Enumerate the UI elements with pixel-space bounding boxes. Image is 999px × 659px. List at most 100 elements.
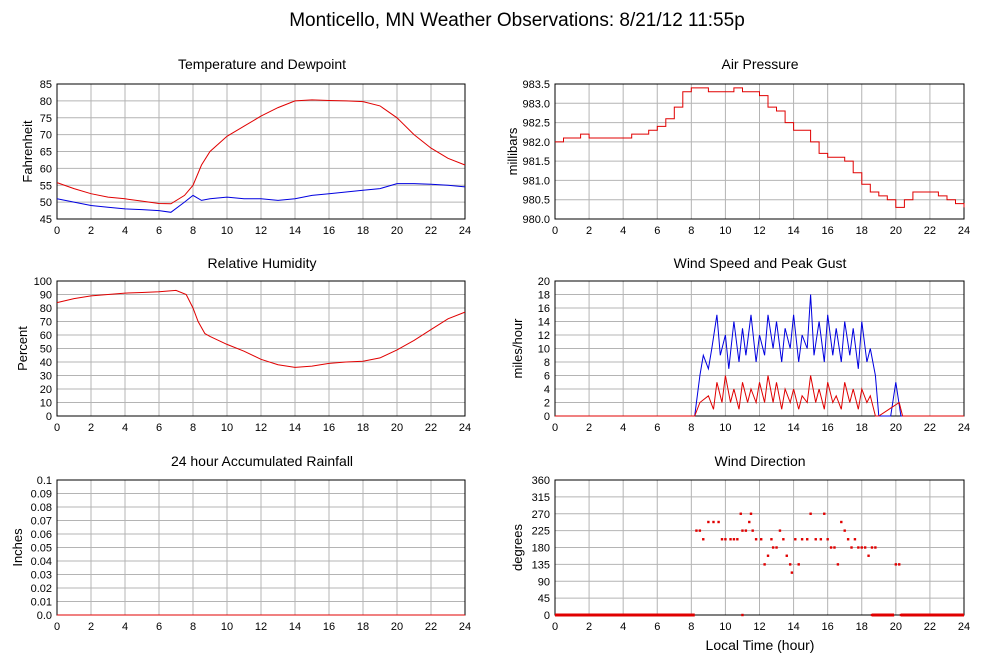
humidity-ytick: 20 [40,384,52,396]
humidity-xtick: 14 [289,422,301,434]
pressure-ytick: 981.0 [522,175,550,187]
pressure-ylabel: millibars [505,127,520,175]
wind-ytick: 0 [544,411,550,423]
winddir-point [898,563,901,566]
winddir-ytick: 0 [544,610,550,622]
humidity-xtick: 10 [221,422,233,434]
humidity-xtick: 0 [54,422,60,434]
winddir-point [778,529,782,532]
rain-xtick: 0 [54,621,60,633]
winddir-point [770,538,773,541]
rain-xtick: 22 [425,621,437,633]
rain-ytick: 0.07 [31,516,52,528]
humidity-frame [56,280,466,417]
wind-series-0 [555,294,964,417]
pressure-xtick: 22 [924,225,936,237]
pressure-xtick: 20 [890,225,902,237]
winddir-point [702,538,705,541]
temp-ytick: 60 [40,163,52,175]
humidity-title: Relative Humidity [208,255,317,271]
humidity-ytick: 40 [40,357,52,369]
winddir-title: Wind Direction [714,453,805,469]
wind-xtick: 6 [654,422,660,434]
winddir-xtick: 4 [620,621,626,633]
temp-ytick: 70 [40,130,52,142]
wind-xtick: 22 [924,422,936,434]
winddir-xtick: 8 [688,621,694,633]
winddir-ytick: 180 [532,543,550,555]
winddir-xtick: 6 [654,621,660,633]
rain-xtick: 16 [323,621,335,633]
wind-ytick: 4 [544,384,550,396]
rain-xtick: 14 [289,621,301,633]
wind-ytick: 20 [538,276,550,288]
winddir-point [766,554,770,557]
humidity-xtick: 4 [122,422,128,434]
wind-xtick: 2 [586,422,592,434]
humidity-xtick: 24 [459,422,471,434]
wind-ytick: 14 [538,317,550,329]
pressure-xtick: 4 [620,225,626,237]
wind-xtick: 12 [753,422,765,434]
winddir-point [775,546,778,549]
wind-series-1 [555,375,964,417]
wind-xtick: 16 [822,422,834,434]
humidity-ytick: 10 [40,398,52,410]
temp-xtick: 16 [323,225,335,237]
pressure-xtick: 12 [753,225,765,237]
winddir-point [806,538,809,541]
winddir-point [867,554,870,557]
rain-ytick: 0.04 [31,556,52,568]
temp-xtick: 0 [54,225,60,237]
wind-xtick: 24 [958,422,970,434]
winddir-frame [554,479,965,616]
winddir-point [857,546,860,549]
temp-ytick: 65 [40,147,52,159]
wind-frame [554,280,965,417]
temp-xtick: 18 [357,225,369,237]
rain-ytick: 0.05 [31,543,52,555]
winddir-xtick: 22 [924,621,936,633]
winddir-point [739,512,742,515]
pressure-xtick: 2 [586,225,592,237]
humidity-ytick: 50 [40,344,52,356]
winddir-point [736,538,739,541]
winddir-point [800,538,804,541]
pressure-xtick: 16 [822,225,834,237]
pressure-xtick: 10 [719,225,731,237]
winddir-point [874,546,877,549]
rain-xtick: 20 [391,621,403,633]
wind-ytick: 8 [544,357,550,369]
rain-ytick: 0.01 [31,597,52,609]
rain-ytick: 0.1 [37,475,52,487]
winddir-xtick: 18 [856,621,868,633]
x-axis-label: Local Time (hour) [706,637,815,653]
humidity-xtick: 20 [391,422,403,434]
rain-ytick: 0.0 [37,610,52,622]
winddir-point [840,520,843,524]
humidity-xtick: 12 [255,422,267,434]
pressure-xtick: 0 [552,225,558,237]
winddir-point [833,546,836,549]
winddir-ytick: 360 [532,475,550,487]
wind-xtick: 18 [856,422,868,434]
winddir-point [785,554,788,557]
pressure-ytick: 981.5 [522,156,550,168]
winddir-point [782,538,785,541]
temp-xtick: 20 [391,225,403,237]
winddir-point [797,563,800,566]
temp-frame [56,83,466,220]
winddir-xtick: 10 [719,621,731,633]
temp-xtick: 2 [88,225,94,237]
pressure-series-0 [555,87,965,208]
winddir-point [751,529,754,532]
pressure-title: Air Pressure [721,56,798,72]
winddir-xtick: 2 [586,621,592,633]
pressure-ytick: 983.0 [522,98,550,110]
rain-ytick: 0.02 [31,583,52,595]
pressure-xtick: 24 [958,225,970,237]
winddir-xtick: 16 [822,621,834,633]
